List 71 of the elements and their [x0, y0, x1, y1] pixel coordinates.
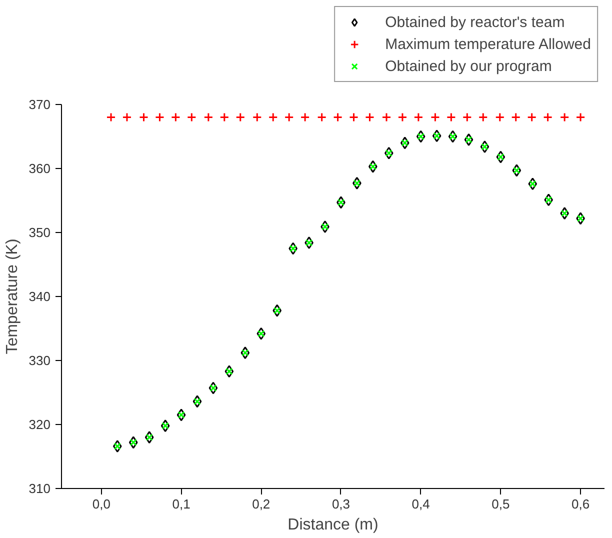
y-tick-label: 340 [28, 289, 51, 304]
point [160, 420, 170, 432]
legend-label: Obtained by our program [385, 57, 552, 75]
point [382, 112, 392, 122]
point [122, 112, 132, 122]
point [430, 112, 440, 122]
point [256, 327, 266, 340]
point [512, 164, 522, 177]
point [528, 178, 538, 190]
y-tick-label: 310 [28, 481, 51, 496]
point [544, 194, 554, 206]
point [208, 382, 218, 394]
y-axis-title: Temperature (K) [4, 238, 21, 354]
point [333, 112, 343, 122]
point [139, 112, 148, 122]
x-tick-label: 0,2 [252, 496, 270, 512]
point [112, 440, 122, 453]
point [154, 112, 164, 122]
point [495, 112, 505, 122]
legend-label: Maximum temperature Allowed [385, 35, 591, 53]
point [384, 146, 394, 160]
point [364, 112, 374, 122]
point [284, 112, 294, 122]
point [220, 112, 230, 122]
point [560, 112, 570, 122]
point [224, 365, 234, 378]
point [400, 136, 410, 150]
x-tick-label: 0,6 [572, 496, 590, 512]
point [416, 130, 426, 143]
x-tick-label: 0,1 [172, 496, 190, 512]
point [317, 112, 327, 122]
point [176, 408, 186, 422]
point [398, 112, 408, 122]
y-tick-label: 360 [28, 161, 51, 176]
point [464, 133, 474, 146]
x-axis-title: Distance (m) [288, 516, 378, 534]
y-tick-label: 320 [28, 417, 51, 432]
point [106, 112, 116, 122]
point [478, 112, 488, 122]
point [480, 140, 490, 153]
x-tick-label: 0,0 [92, 496, 110, 512]
point [204, 112, 214, 122]
x-tick-label: 0,4 [412, 496, 430, 512]
x-tick-label: 0,3 [332, 496, 350, 512]
point [576, 112, 586, 122]
point [128, 436, 138, 449]
y-tick-label: 370 [28, 97, 51, 112]
y-tick-label: 350 [28, 225, 51, 240]
point [272, 304, 282, 317]
point [448, 130, 458, 143]
point [496, 150, 506, 164]
point [511, 112, 521, 122]
point [252, 112, 262, 122]
point [236, 112, 246, 122]
point [240, 346, 250, 360]
point [527, 112, 537, 122]
point [268, 112, 278, 122]
point [462, 112, 472, 122]
point [432, 130, 442, 142]
point [543, 112, 553, 122]
point [349, 112, 359, 122]
x-tick-label: 0,5 [492, 496, 510, 512]
y-tick-label: 330 [28, 353, 51, 368]
point [192, 395, 202, 408]
legend-label: Obtained by reactor's team [385, 13, 565, 31]
point [170, 112, 180, 122]
point [414, 112, 424, 122]
point [446, 112, 456, 122]
point [144, 431, 154, 444]
point [300, 112, 310, 122]
point [186, 112, 196, 122]
